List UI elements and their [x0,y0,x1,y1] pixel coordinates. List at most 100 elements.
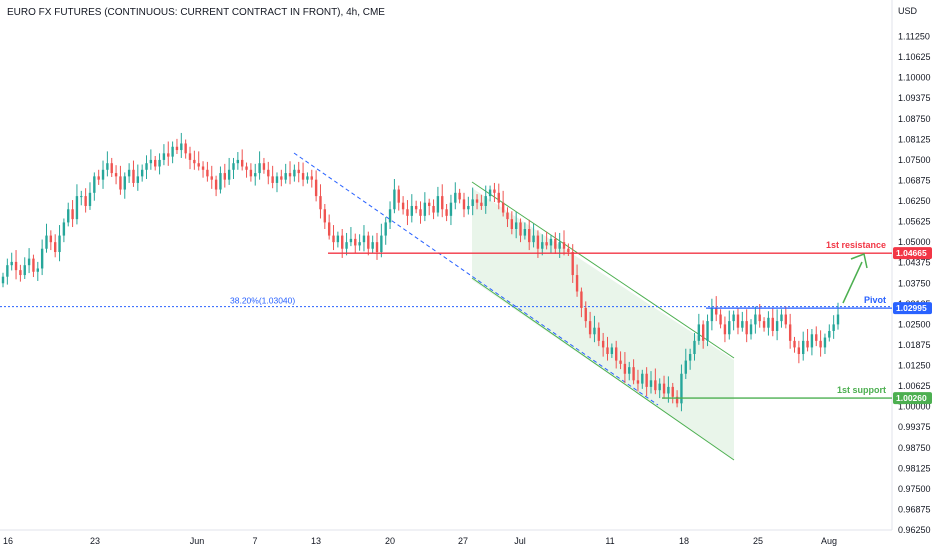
candle [732,310,735,331]
resistance-tag-text: 1.04665 [896,248,927,258]
candle [684,348,687,380]
x-axis-ticks: 16 23 Jun 7 13 20 27 Jul 11 18 25 Aug [3,536,837,546]
y-tick-label: 1.05000 [898,237,931,247]
x-tick-label: 16 [3,536,13,546]
candle [384,217,387,245]
candle [675,390,679,408]
y-tick-label: 1.06250 [898,196,931,206]
candle [610,343,614,358]
candle [93,172,96,201]
candle [193,150,196,170]
x-tick-label: 27 [458,536,468,546]
candle [393,178,396,214]
candle [601,332,605,357]
candle [36,261,39,281]
candle [815,326,818,347]
candle [227,157,231,185]
candle [53,234,57,258]
candle [114,165,118,185]
x-tick-label: Jun [190,536,205,546]
candle [123,172,126,199]
candle [428,198,431,216]
candle [80,190,83,206]
candle [597,322,601,347]
x-tick-label: 18 [679,536,689,546]
candle [493,182,496,203]
candle [588,311,592,339]
candle [436,186,440,217]
candle [314,170,318,202]
y-tick-label: 1.08750 [898,114,931,124]
candle [14,250,18,280]
candle [554,232,557,255]
support-tag-text: 1.00260 [896,393,927,403]
candle [723,316,727,343]
candle [414,200,418,214]
candle [697,313,701,345]
candle [245,162,248,178]
candle [532,223,535,248]
candle [40,239,44,276]
y-tick-label: 1.07500 [898,155,931,165]
y-tick-label: 1.10000 [898,73,931,83]
candle [654,368,657,395]
candle [523,222,527,240]
candle [762,317,766,332]
candle [293,164,296,182]
candle [254,163,257,186]
candle [671,382,674,404]
y-tick-label: 0.98125 [898,463,931,473]
candle [575,264,579,297]
candle [167,141,170,166]
candle [736,307,740,335]
candle [728,310,731,340]
candle [136,164,140,191]
candle [388,201,392,230]
candle [184,139,187,159]
y-tick-label: 0.97500 [898,484,931,494]
candle [636,369,640,392]
candle [806,329,809,352]
candle [401,196,405,215]
candle [71,200,74,228]
candle [319,184,322,219]
candle [606,336,609,361]
candle [154,155,157,171]
y-tick-label: 1.01250 [898,361,931,371]
candle [497,183,500,210]
y-tick-label: 1.09375 [898,93,931,103]
candle [480,194,483,210]
y-tick-label: 1.00625 [898,381,931,391]
candle [158,153,161,175]
y-tick-label: 0.99375 [898,422,931,432]
candle [541,234,544,256]
candle [84,188,87,213]
currency-label: USD [898,6,918,16]
x-tick-label: 20 [385,536,395,546]
candle [358,234,361,251]
candle [688,348,692,370]
candle [701,320,705,349]
x-tick-label: 25 [753,536,763,546]
candle [132,160,135,187]
candle [462,192,466,218]
candle [371,235,374,253]
candle [423,192,427,222]
candles [1,132,840,412]
candle [240,149,244,171]
support-label: 1st support [837,385,886,395]
candle [449,194,453,226]
candle [645,367,648,397]
candle [510,211,514,235]
y-tick-label: 1.03750 [898,278,931,288]
pivot-tag-text: 1.02995 [896,303,927,313]
candle [323,204,327,230]
candle [106,151,109,177]
candle [584,301,587,328]
candle [797,340,801,364]
candle [484,185,487,214]
pivot-label: Pivot [864,295,886,305]
candle [284,163,287,184]
candle [336,231,340,248]
